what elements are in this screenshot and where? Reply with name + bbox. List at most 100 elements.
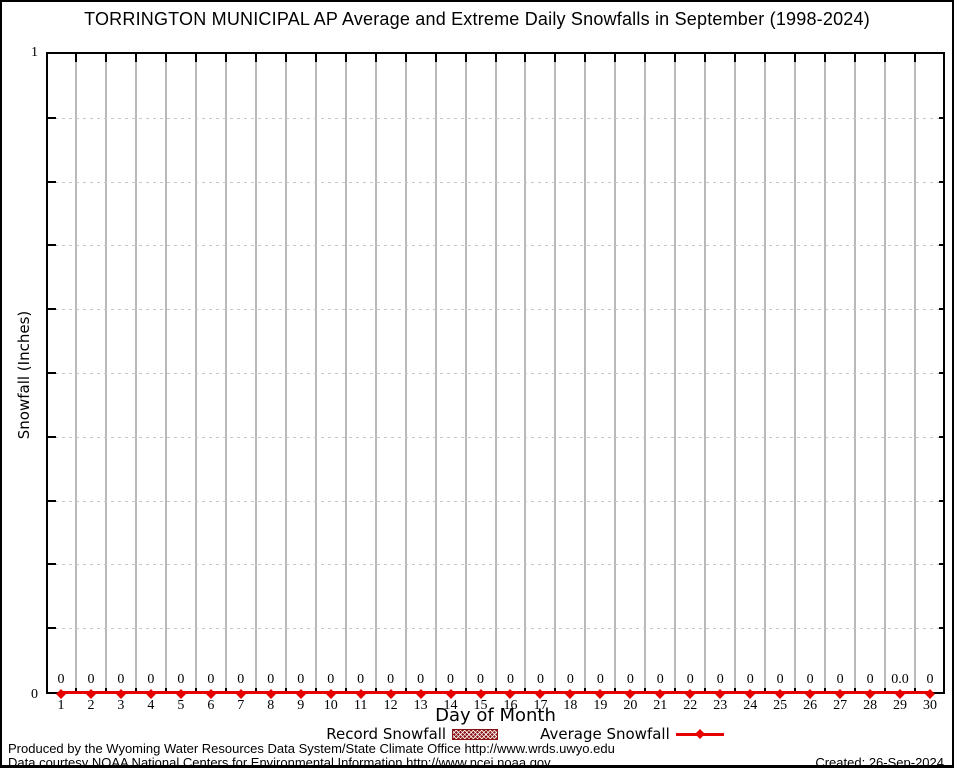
x-minor-tick-top bbox=[794, 54, 797, 62]
plot-area: 0 0 0 0 0 0 0 0 0 0 0 0 0 0 0 0 0 0 0 0 0 0 0 0 0 0 0 0 0.0 0 bbox=[46, 52, 945, 699]
x-minor-tick-bottom bbox=[584, 688, 587, 692]
x-minor-tick-top bbox=[224, 54, 227, 62]
h-gridline bbox=[48, 181, 943, 183]
y-minor-tick-left bbox=[48, 563, 56, 566]
x-tick-label: 5 bbox=[177, 698, 185, 713]
x-tick-label: 27 bbox=[833, 698, 848, 713]
y-tick-label-max: 1 bbox=[31, 45, 38, 60]
h-gridline bbox=[48, 436, 943, 438]
x-minor-tick-bottom bbox=[794, 688, 797, 692]
data-point-label: 0 bbox=[87, 672, 95, 687]
h-gridline bbox=[48, 500, 943, 502]
x-minor-tick-top bbox=[134, 54, 137, 62]
data-point-label: 0 bbox=[716, 672, 724, 687]
x-tick-label: 6 bbox=[207, 698, 215, 713]
data-point-label: 0 bbox=[776, 672, 784, 687]
x-minor-tick-top bbox=[374, 54, 377, 62]
x-minor-tick-top bbox=[824, 54, 827, 62]
x-tick-label: 11 bbox=[353, 698, 368, 713]
y-minor-tick-right bbox=[939, 308, 943, 311]
x-tick-label: 14 bbox=[443, 698, 458, 713]
data-point-label: 0 bbox=[117, 672, 125, 687]
x-minor-tick-bottom bbox=[734, 688, 737, 692]
x-axis-title: Day of Month bbox=[435, 705, 556, 726]
data-point-label: 0 bbox=[177, 672, 185, 687]
y-minor-tick-right bbox=[939, 435, 943, 438]
x-minor-tick-bottom bbox=[824, 688, 827, 692]
x-minor-tick-top bbox=[464, 54, 467, 62]
x-minor-tick-top bbox=[584, 54, 587, 62]
y-minor-tick-right bbox=[939, 627, 943, 630]
data-point-label: 0 bbox=[626, 672, 634, 687]
data-point-label: 0 bbox=[566, 672, 574, 687]
x-minor-tick-top bbox=[674, 54, 677, 62]
data-point-label: 0 bbox=[477, 672, 485, 687]
x-tick-label: 29 bbox=[893, 698, 908, 713]
data-point-label: 0 bbox=[746, 672, 754, 687]
x-minor-tick-bottom bbox=[134, 688, 137, 692]
x-tick-label: 4 bbox=[147, 698, 155, 713]
y-minor-tick-left bbox=[48, 372, 56, 374]
x-minor-tick-bottom bbox=[554, 688, 557, 692]
y-minor-tick-left bbox=[48, 180, 56, 183]
y-minor-tick-left bbox=[48, 244, 56, 247]
y-minor-tick-right bbox=[939, 244, 943, 247]
data-point-label: 0 bbox=[387, 672, 395, 687]
x-minor-tick-bottom bbox=[434, 688, 437, 692]
x-minor-tick-top bbox=[704, 54, 707, 62]
x-minor-tick-top bbox=[74, 54, 77, 62]
y-axis-title: Snowfall (Inches) bbox=[15, 310, 33, 440]
x-tick-label: 12 bbox=[383, 698, 398, 713]
x-tick-label: 20 bbox=[623, 698, 638, 713]
data-point-label: 0 bbox=[536, 672, 544, 687]
x-tick-label: 26 bbox=[803, 698, 818, 713]
x-minor-tick-top bbox=[614, 54, 617, 62]
y-tick-label-min: 0 bbox=[31, 687, 38, 702]
y-minor-tick-right bbox=[939, 180, 943, 183]
data-point-label: 0 bbox=[506, 672, 514, 687]
x-tick-label: 9 bbox=[297, 698, 305, 713]
x-tick-label: 25 bbox=[773, 698, 788, 713]
record-snowfall-swatch-icon bbox=[452, 728, 499, 740]
y-minor-tick-right bbox=[939, 372, 943, 374]
data-point-label: 0 bbox=[836, 672, 844, 687]
y-minor-tick-right bbox=[939, 116, 943, 119]
x-tick-label: 30 bbox=[923, 698, 937, 713]
x-tick-label: 15 bbox=[473, 698, 488, 713]
x-minor-tick-bottom bbox=[164, 688, 167, 692]
diamond-marker-icon bbox=[694, 729, 705, 739]
h-gridline bbox=[48, 245, 943, 247]
x-minor-tick-bottom bbox=[674, 688, 677, 692]
data-point-label: 0 bbox=[656, 672, 664, 687]
x-minor-tick-top bbox=[644, 54, 647, 62]
x-minor-tick-top bbox=[854, 54, 857, 62]
x-minor-tick-bottom bbox=[314, 688, 317, 692]
x-tick-label: 21 bbox=[653, 698, 668, 713]
x-minor-tick-bottom bbox=[254, 688, 257, 692]
x-minor-tick-bottom bbox=[524, 688, 527, 692]
x-minor-tick-top bbox=[434, 54, 437, 62]
x-minor-tick-top bbox=[344, 54, 347, 62]
x-minor-tick-bottom bbox=[464, 688, 467, 692]
data-point-label: 0 bbox=[417, 672, 425, 687]
x-minor-tick-top bbox=[524, 54, 527, 62]
x-minor-tick-bottom bbox=[74, 688, 77, 692]
data-point-label: 0 bbox=[207, 672, 215, 687]
data-point-label: 0 bbox=[297, 672, 305, 687]
x-minor-tick-bottom bbox=[104, 688, 107, 692]
y-minor-tick-left bbox=[48, 499, 56, 502]
x-tick-label: 17 bbox=[533, 698, 548, 713]
x-minor-tick-top bbox=[734, 54, 737, 62]
data-point-label: 0 bbox=[686, 672, 694, 687]
data-point-label: 0 bbox=[926, 672, 934, 687]
x-minor-tick-top bbox=[494, 54, 497, 62]
created-date: Created: 26-Sep-2024 bbox=[815, 755, 944, 768]
data-point-label: 0 bbox=[147, 672, 155, 687]
x-tick-label: 7 bbox=[237, 698, 245, 713]
h-gridline bbox=[48, 628, 943, 630]
h-gridline bbox=[48, 309, 943, 311]
x-tick-label: 10 bbox=[323, 698, 338, 713]
legend: Record Snowfall Average Snowfall bbox=[50, 725, 952, 743]
x-minor-tick-top bbox=[104, 54, 107, 62]
